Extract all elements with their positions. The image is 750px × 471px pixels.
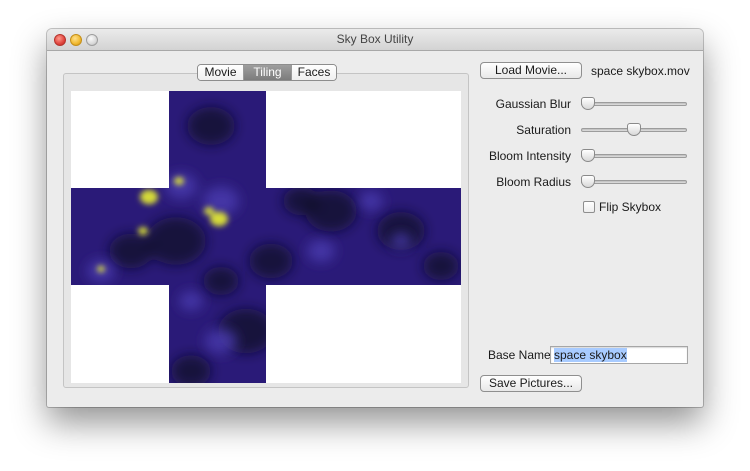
load-movie-button[interactable]: Load Movie...: [480, 62, 582, 79]
nebula-highlight: [97, 265, 105, 273]
nebula-dark: [146, 217, 206, 265]
title-bar[interactable]: Sky Box Utility: [47, 29, 703, 51]
view-tabs: Movie Tiling Faces: [197, 64, 337, 81]
nebula-light: [307, 239, 335, 263]
close-window-button[interactable]: [54, 34, 66, 46]
main-window: Sky Box Utility Movie Tiling Faces: [47, 29, 703, 407]
tab-tiling[interactable]: Tiling: [244, 65, 292, 80]
slider-track: [581, 102, 687, 106]
nebula-dark: [171, 355, 211, 383]
gaussian-blur-slider[interactable]: [581, 94, 687, 112]
minimize-window-button[interactable]: [70, 34, 82, 46]
nebula-highlight: [138, 227, 148, 235]
nebula-dark: [187, 106, 235, 146]
saturation-slider[interactable]: [581, 120, 687, 138]
zoom-window-button[interactable]: [86, 34, 98, 46]
bloom-intensity-slider[interactable]: [581, 146, 687, 164]
saturation-label: Saturation: [516, 123, 571, 137]
window-title: Sky Box Utility: [336, 32, 414, 46]
base-name-value: space skybox: [554, 348, 627, 362]
nebula-dark: [377, 211, 425, 251]
slider-knob[interactable]: [581, 149, 595, 162]
nebula-light: [179, 291, 203, 311]
nebula-dark: [203, 266, 239, 296]
save-pictures-button[interactable]: Save Pictures...: [480, 375, 582, 392]
nebula-dark: [283, 186, 319, 216]
base-name-field[interactable]: space skybox: [550, 346, 688, 364]
nebula-light: [165, 173, 197, 199]
flip-skybox-option[interactable]: Flip Skybox: [583, 200, 661, 214]
nebula-light: [274, 161, 298, 181]
gaussian-blur-label: Gaussian Blur: [495, 97, 571, 111]
nebula-highlight: [174, 177, 184, 185]
slider-knob[interactable]: [627, 123, 641, 136]
nebula-dark: [109, 233, 153, 269]
nebula-light: [391, 233, 411, 249]
movie-filename: space skybox.mov: [591, 64, 690, 78]
bloom-radius-slider[interactable]: [581, 172, 687, 190]
nebula-light: [205, 328, 237, 354]
flip-skybox-checkbox[interactable]: [583, 201, 595, 213]
slider-track: [581, 180, 687, 184]
nebula-light: [359, 191, 383, 211]
flip-skybox-label: Flip Skybox: [599, 200, 662, 214]
nebula-dark: [423, 251, 459, 281]
slider-track: [581, 154, 687, 158]
nebula-highlight: [204, 207, 214, 215]
nebula-dark: [249, 243, 293, 279]
nebula-highlight: [140, 189, 158, 205]
slider-knob[interactable]: [581, 175, 595, 188]
skybox-tiling-preview: [71, 91, 461, 383]
bloom-intensity-label: Bloom Intensity: [488, 149, 571, 163]
bloom-radius-label: Bloom Radius: [496, 175, 571, 189]
base-name-label: Base Name: [488, 348, 551, 362]
tab-movie[interactable]: Movie: [198, 65, 244, 80]
skybox-cross-image: [71, 91, 461, 383]
slider-knob[interactable]: [581, 97, 595, 110]
tab-faces[interactable]: Faces: [292, 65, 336, 80]
nebula-highlight: [210, 211, 228, 227]
